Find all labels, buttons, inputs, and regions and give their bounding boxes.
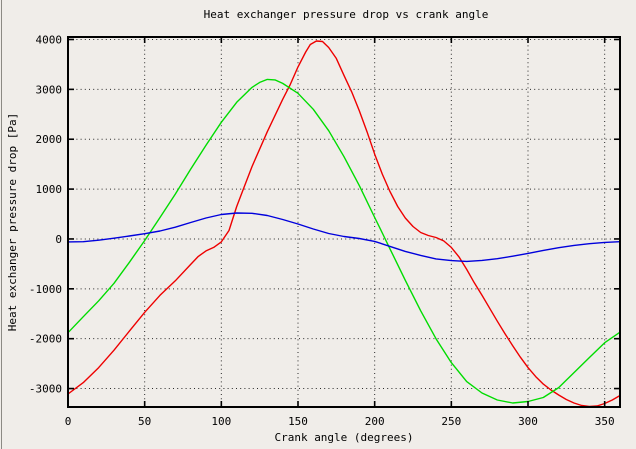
y-tick-label: 1000 [36, 183, 63, 196]
plot-border [67, 36, 621, 408]
x-tick-label: 0 [65, 415, 72, 428]
y-tick-label: 2000 [36, 133, 63, 146]
x-tick-label: 200 [365, 415, 385, 428]
y-tick-label: -3000 [29, 383, 62, 396]
y-tick-label: -1000 [29, 283, 62, 296]
grid-layer [67, 37, 620, 407]
window-edge-line [1, 0, 2, 449]
y-tick-label: 4000 [36, 33, 63, 46]
y-tick-label: -2000 [29, 333, 62, 346]
ticks-layer [67, 37, 620, 407]
x-tick-label: 50 [138, 415, 151, 428]
series-green-line [67, 78, 621, 404]
x-tick-label: 150 [288, 415, 308, 428]
chart-title: Heat exchanger pressure drop vs crank an… [204, 8, 489, 21]
series-blue-line [67, 212, 621, 263]
tick-labels-layer: 0 50 100 150 200 250 300 350 -3000 -2000 -1000 0 100… [29, 33, 615, 428]
y-tick-label: 3000 [36, 83, 63, 96]
series-layer [67, 40, 621, 408]
x-tick-label: 350 [595, 415, 615, 428]
x-tick-label: 100 [211, 415, 231, 428]
x-axis-label: Crank angle (degrees) [274, 431, 413, 444]
x-tick-label: 300 [518, 415, 538, 428]
x-tick-label: 250 [441, 415, 461, 428]
y-tick-label: 0 [55, 233, 62, 246]
y-axis-label: Heat exchanger pressure drop [Pa] [6, 113, 19, 332]
series-red-line [67, 40, 621, 408]
